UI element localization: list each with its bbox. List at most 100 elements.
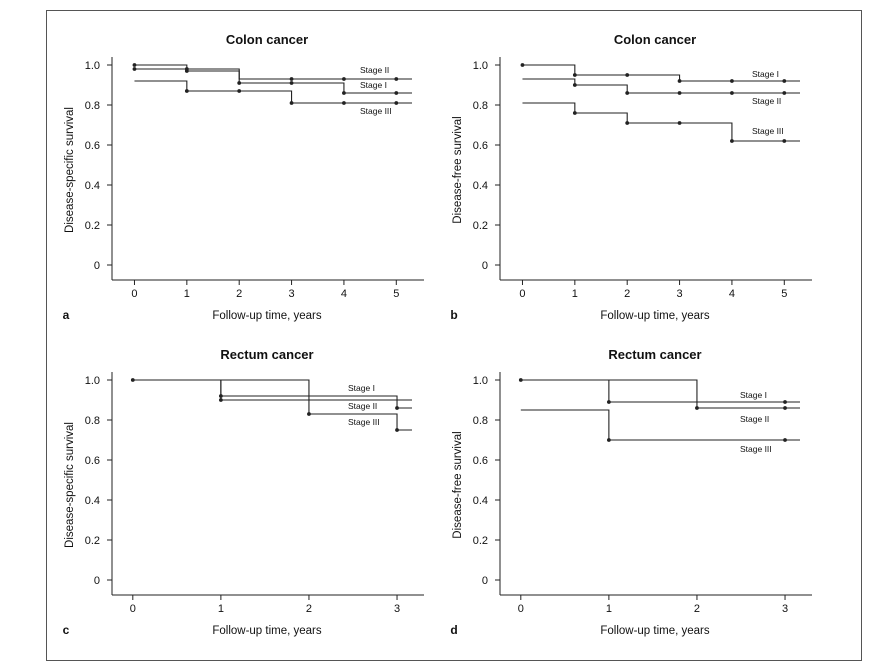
series-label: Stage I <box>360 80 387 90</box>
censor-point <box>572 73 577 77</box>
y-tick-label: 0.2 <box>473 535 488 547</box>
x-tick-label: 0 <box>131 288 137 300</box>
y-tick-label: 1.0 <box>473 60 488 72</box>
x-tick-label: 3 <box>394 603 400 615</box>
chart-title: Colon cancer <box>226 32 308 47</box>
censor-point <box>625 73 630 77</box>
censor-point <box>783 400 787 404</box>
survival-curve <box>132 379 412 431</box>
censor-point <box>307 412 311 416</box>
censor-point <box>289 77 294 81</box>
series-label: Stage II <box>740 414 769 424</box>
series-stage-iii: Stage III <box>134 80 412 116</box>
x-tick-label: 4 <box>729 288 735 300</box>
censor-point <box>237 89 242 93</box>
censor-point <box>677 79 682 83</box>
series-stage-ii: Stage II <box>520 379 800 424</box>
censor-point <box>782 139 787 143</box>
x-tick-label: 5 <box>393 288 399 300</box>
censor-point <box>783 438 787 442</box>
series-stage-i: Stage I <box>130 378 412 410</box>
x-tick-label: 3 <box>289 288 295 300</box>
censor-point <box>730 91 734 95</box>
x-axis-label: Follow-up time, years <box>212 310 322 322</box>
series-stage-ii: Stage II <box>522 78 800 106</box>
panel-letter: a <box>63 308 70 322</box>
x-axis-label: Follow-up time, years <box>600 625 710 637</box>
censor-point <box>783 406 787 410</box>
y-tick-label: 0 <box>482 575 488 587</box>
y-tick-label: 0.4 <box>85 495 100 507</box>
survival-curve <box>520 379 800 409</box>
censor-point <box>782 91 787 95</box>
censor-point <box>184 69 189 73</box>
censor-point <box>518 378 523 382</box>
series-stage-i: Stage I <box>518 378 800 404</box>
y-tick-label: 0.4 <box>473 495 488 507</box>
y-tick-label: 0.2 <box>85 535 100 547</box>
censor-point <box>289 81 294 85</box>
censor-point <box>394 101 399 105</box>
censor-point <box>395 428 399 432</box>
x-tick-label: 2 <box>236 288 242 300</box>
y-tick-label: 1.0 <box>85 375 100 387</box>
censor-point <box>520 63 525 67</box>
chart-panel-c: Rectum cancer 0 0.2 0.4 0.6 0.8 1.0 0 1 2 3 Follow-… <box>63 347 424 637</box>
series-stage-i: Stage I <box>132 67 412 95</box>
censor-point <box>184 89 189 93</box>
panel-letter: d <box>450 623 457 637</box>
series-label: Stage I <box>740 390 767 400</box>
censor-point <box>572 111 577 115</box>
y-tick-label: 0.2 <box>473 220 488 232</box>
survival-curve <box>522 102 800 142</box>
censor-point <box>395 406 399 410</box>
survival-curve <box>134 64 412 80</box>
series-stage-iii: Stage III <box>522 102 800 143</box>
series-stage-i: Stage I <box>520 63 800 83</box>
series-stage-iii: Stage III <box>520 409 800 454</box>
censor-point <box>132 67 137 71</box>
panel-letter: b <box>450 308 457 322</box>
censor-point <box>782 79 787 83</box>
censor-point <box>394 77 399 81</box>
survival-curve <box>520 409 800 441</box>
x-tick-label: 1 <box>572 288 578 300</box>
series-label: Stage III <box>740 444 772 454</box>
x-tick-label: 4 <box>341 288 347 300</box>
y-axis-label: Disease-free survival <box>452 116 464 223</box>
x-tick-label: 3 <box>677 288 683 300</box>
series-stage-ii: Stage II <box>132 63 412 81</box>
censor-point <box>730 139 734 143</box>
chart-title: Rectum cancer <box>608 347 701 362</box>
chart-panel-a: Colon cancer 0 0.2 0.4 0.6 0.8 1.0 0 1 2 3 4 5 Follow… <box>63 32 424 322</box>
censor-point <box>342 77 346 81</box>
series-label: Stage III <box>752 126 784 136</box>
y-tick-label: 1.0 <box>473 375 488 387</box>
censor-point <box>625 91 630 95</box>
x-tick-label: 0 <box>519 288 525 300</box>
censor-point <box>218 394 223 398</box>
x-tick-label: 1 <box>184 288 190 300</box>
chart-title: Colon cancer <box>614 32 696 47</box>
x-tick-label: 0 <box>518 603 524 615</box>
censor-point <box>394 91 399 95</box>
series-label: Stage II <box>752 96 781 106</box>
x-axis-label: Follow-up time, years <box>600 310 710 322</box>
y-tick-label: 0.8 <box>473 415 488 427</box>
y-axis-label: Disease-specific survival <box>64 107 76 233</box>
y-tick-label: 0 <box>94 260 100 272</box>
series-label: Stage II <box>360 65 389 75</box>
censor-point <box>342 101 346 105</box>
censor-point <box>572 83 577 87</box>
x-tick-label: 2 <box>306 603 312 615</box>
y-axis-label: Disease-specific survival <box>64 422 76 548</box>
censor-point <box>289 101 294 105</box>
x-tick-label: 2 <box>624 288 630 300</box>
censor-point <box>218 398 223 402</box>
x-tick-label: 0 <box>130 603 136 615</box>
censor-point <box>606 438 611 442</box>
chart-panel-d: Rectum cancer 0 0.2 0.4 0.6 0.8 1.0 0 1 2 3 Follow-… <box>450 347 812 637</box>
y-tick-label: 0.6 <box>473 140 488 152</box>
series-label: Stage II <box>348 401 377 411</box>
